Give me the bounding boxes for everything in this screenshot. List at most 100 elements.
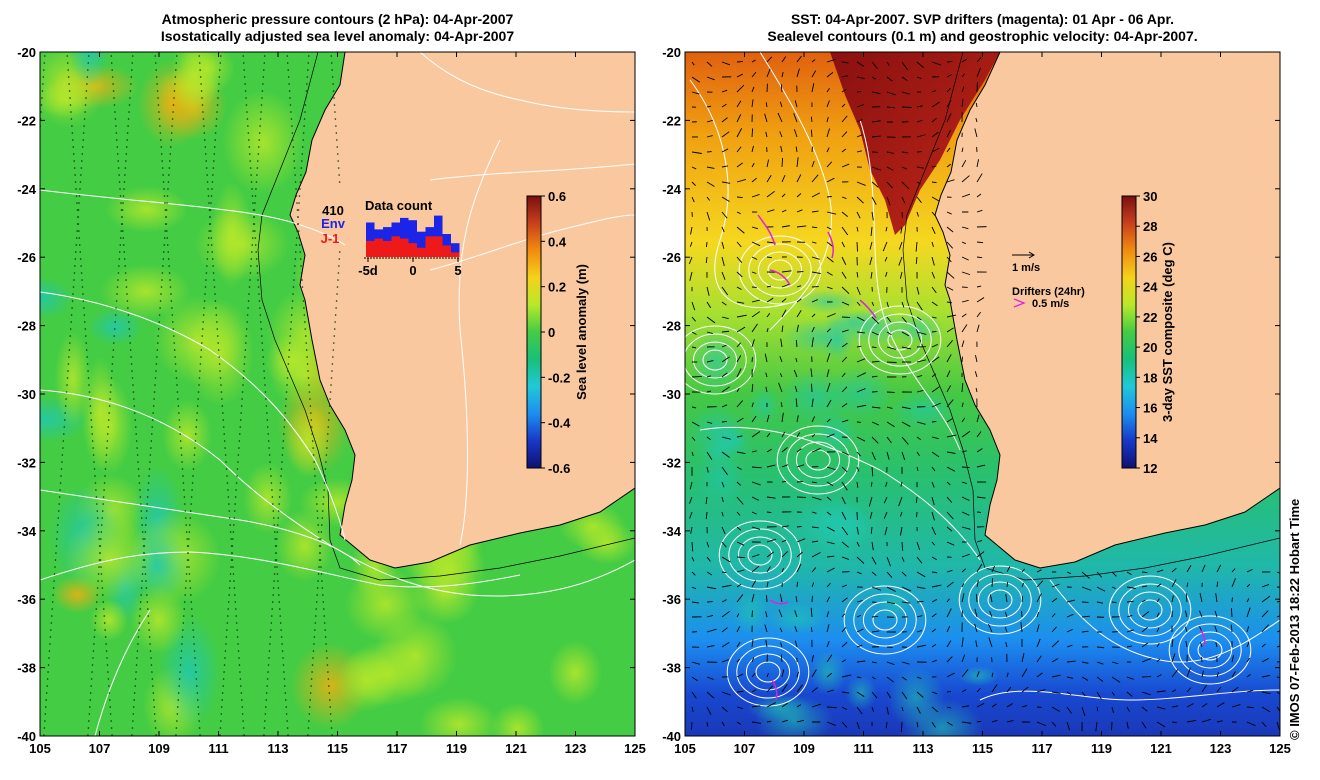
track-dot — [110, 384, 112, 386]
track-dot — [177, 699, 180, 701]
velocity-arrow — [781, 539, 787, 543]
velocity-arrow — [780, 401, 783, 408]
track-dot — [251, 237, 254, 239]
velocity-arrow — [1185, 593, 1188, 603]
velocity-arrow — [883, 496, 888, 504]
track-dot — [196, 685, 198, 687]
sst-cb-tick-label-3: 24 — [1143, 280, 1158, 295]
track-dot — [316, 594, 318, 596]
velocity-arrow — [1216, 671, 1219, 678]
left-ytick-label-5: -30 — [17, 387, 36, 402]
velocity-arrow — [886, 106, 896, 109]
track-dot — [90, 678, 93, 680]
anomaly-blob — [344, 566, 426, 642]
track-dot — [72, 286, 75, 288]
right-xtick-label-0: 105 — [674, 741, 696, 756]
track-dot — [293, 272, 296, 274]
velocity-arrow — [1111, 586, 1116, 590]
track-dot — [292, 146, 295, 148]
track-dot — [154, 55, 157, 57]
velocity-arrow — [1036, 611, 1039, 618]
track-dot — [133, 692, 136, 694]
velocity-arrow — [901, 541, 904, 551]
velocity-arrow — [976, 414, 980, 423]
track-dot — [195, 426, 198, 428]
track-dot — [305, 349, 308, 351]
track-dot — [145, 587, 148, 589]
track-dot — [189, 580, 191, 582]
track-dot — [117, 272, 120, 274]
track-dot — [108, 685, 110, 687]
track-dot — [159, 300, 162, 302]
track-dot — [326, 664, 329, 666]
track-dot — [199, 734, 201, 736]
track-dot — [101, 517, 104, 519]
velocity-arrow — [736, 435, 743, 438]
velocity-arrow — [751, 496, 759, 501]
track-dot — [41, 90, 44, 92]
velocity-arrow — [1096, 691, 1102, 700]
velocity-arrow — [736, 481, 742, 486]
velocity-arrow — [856, 404, 867, 408]
track-dot — [251, 244, 254, 246]
velocity-arrow — [886, 556, 891, 567]
track-dot — [296, 223, 299, 225]
track-dot — [61, 454, 64, 456]
velocity-arrow — [856, 181, 866, 186]
track-dot — [183, 489, 185, 491]
track-dot — [282, 440, 285, 442]
track-dot — [300, 174, 302, 176]
velocity-arrow — [886, 301, 889, 308]
velocity-arrow — [869, 511, 873, 519]
sst-eddy — [768, 601, 827, 635]
track-dot — [188, 538, 190, 540]
velocity-arrow — [886, 181, 893, 189]
right-xtick-label-1: 107 — [734, 741, 756, 756]
track-dot — [110, 727, 113, 729]
track-dot — [197, 398, 199, 400]
track-dot — [263, 734, 265, 736]
velocity-arrow — [871, 360, 880, 363]
track-dot — [106, 657, 108, 659]
velocity-arrow — [1141, 657, 1152, 663]
velocity-arrow — [811, 433, 816, 438]
track-dot — [242, 62, 245, 64]
track-dot — [336, 293, 338, 295]
velocity-arrow — [975, 640, 978, 648]
velocity-arrow — [706, 119, 713, 123]
track-dot — [105, 643, 107, 645]
track-dot — [182, 475, 184, 477]
velocity-arrow — [706, 451, 713, 460]
velocity-arrow — [721, 226, 725, 233]
right-shelf-edge — [902, 52, 1280, 581]
track-dot — [170, 300, 173, 302]
track-dot — [242, 720, 244, 722]
velocity-arrow — [900, 721, 903, 732]
track-dot — [65, 391, 68, 393]
track-dot — [145, 580, 147, 582]
track-dot — [86, 83, 88, 85]
velocity-arrow — [931, 691, 938, 695]
left-title-line2: Isostatically adjusted sea level anomaly… — [160, 28, 515, 44]
velocity-arrow — [779, 627, 783, 633]
track-dot — [196, 405, 199, 407]
track-dot — [192, 468, 195, 470]
track-dot — [298, 195, 301, 197]
track-dot — [305, 97, 307, 99]
anomaly-blob — [68, 52, 110, 87]
velocity-arrow — [689, 511, 693, 519]
velocity-arrow — [721, 344, 727, 348]
right-ytick-label-3: -26 — [662, 250, 681, 265]
track-dot — [271, 489, 273, 491]
velocity-arrow — [796, 193, 802, 198]
velocity-arrow — [946, 241, 954, 249]
track-dot — [74, 174, 76, 176]
velocity-scale-label: 1 m/s — [1012, 262, 1040, 274]
velocity-arrow — [841, 115, 848, 123]
track-dot — [169, 160, 171, 162]
track-dot — [253, 209, 256, 211]
velocity-arrow — [826, 641, 830, 648]
track-dot — [235, 622, 238, 624]
track-dot — [235, 489, 237, 491]
track-dot — [266, 419, 269, 421]
